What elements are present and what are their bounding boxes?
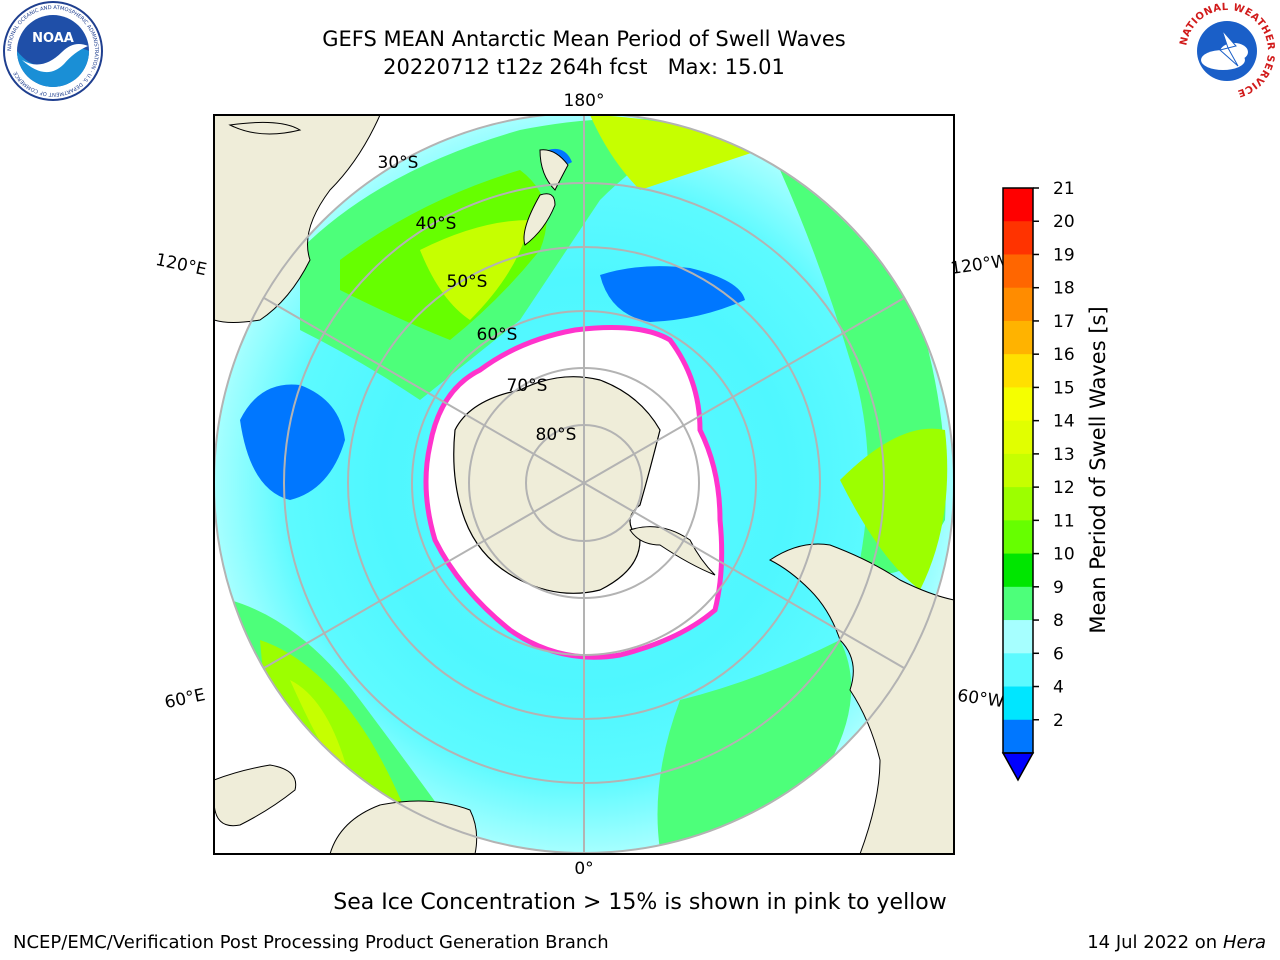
colorbar-tick-label: 15	[1053, 378, 1075, 398]
colorbar-tick-label: 20	[1053, 212, 1075, 232]
figure-title: GEFS MEAN Antarctic Mean Period of Swell…	[322, 27, 846, 51]
colorbar-swatch	[1003, 686, 1033, 721]
colorbar-extend-triangle	[1001, 752, 1035, 782]
lon-label-0: 0°	[574, 859, 593, 879]
map-frame	[213, 114, 955, 855]
lon-label-180: 180°	[564, 91, 605, 111]
colorbar-swatch	[1003, 320, 1033, 355]
colorbar-tick-label: 8	[1053, 611, 1064, 631]
colorbar-tick-label: 19	[1053, 245, 1075, 265]
colorbar-tick-label: 10	[1053, 545, 1075, 565]
landmasses	[214, 115, 954, 854]
lon-label-120e: 120°E	[154, 250, 209, 280]
colorbar-tick-label: 6	[1053, 644, 1064, 664]
colorbar-tick-label: 17	[1053, 312, 1075, 332]
footer-machine: Hera	[1222, 932, 1266, 953]
colorbar-swatch	[1003, 553, 1033, 588]
colorbar-frame	[1002, 187, 1034, 754]
noaa-logo: NATIONAL OCEANIC AND ATMOSPHERIC ADMINIS…	[3, 1, 103, 101]
colorbar-swatch	[1003, 487, 1033, 521]
nws-logo: NATIONAL WEATHER SERVICE	[1178, 2, 1276, 100]
colorbar-tick-label: 14	[1053, 412, 1075, 432]
colorbar-swatch	[1003, 420, 1033, 455]
colorbar-swatch	[1003, 287, 1033, 322]
colorbar-swatch	[1003, 221, 1033, 255]
colorbar-swatch	[1003, 387, 1033, 422]
lat-label-80s: 80°S	[536, 425, 577, 445]
colorbar-tick-label: 13	[1053, 445, 1075, 465]
colorbar-tick-label: 2	[1053, 711, 1064, 731]
colorbar-tick-label: 11	[1053, 511, 1075, 531]
lat-label-70s: 70°S	[507, 376, 548, 396]
lat-label-30s: 30°S	[378, 153, 419, 173]
colorbar-swatch	[1003, 254, 1033, 289]
lat-label-40s: 40°S	[416, 214, 457, 234]
colorbar-swatch	[1003, 586, 1033, 621]
lat-label-50s: 50°S	[447, 272, 488, 292]
colorbar-swatch	[1003, 354, 1033, 388]
footer-date-text: 14 Jul 2022 on	[1087, 932, 1223, 953]
colorbar-swatch	[1003, 653, 1033, 688]
figure-subtitle: 20220712 t12z 264h fcst Max: 15.01	[383, 55, 785, 79]
svg-text:NOAA: NOAA	[32, 31, 74, 46]
latitude-labels: 30°S 40°S 50°S 60°S 70°S 80°S	[378, 153, 577, 445]
footer-branch: NCEP/EMC/Verification Post Processing Pr…	[13, 932, 609, 953]
colorbar-swatch	[1003, 188, 1033, 222]
longitude-labels: 180° 0° 120°E 60°E 120°W 60°W	[154, 91, 1010, 879]
colorbar-swatch	[1003, 453, 1033, 488]
colorbar-tick-label: 12	[1053, 478, 1075, 498]
colorbar-tick-label: 21	[1053, 180, 1075, 199]
colorbar-tick-label: 18	[1053, 279, 1075, 299]
lat-label-60s: 60°S	[477, 325, 518, 345]
footer-date: 14 Jul 2022 on Hera	[1087, 932, 1266, 953]
sea-ice-note: Sea Ice Concentration > 15% is shown in …	[333, 890, 947, 915]
colorbar-tick-label: 9	[1053, 578, 1064, 598]
colorbar-swatch	[1003, 620, 1033, 654]
colorbar-swatch	[1003, 520, 1033, 555]
lon-label-60e: 60°E	[163, 685, 207, 713]
colorbar-swatch	[1003, 719, 1033, 754]
colorbar: 21 20 19 18 17 16 15 14 13 12 11 10 9 8 6 4 2	[1001, 180, 1075, 782]
colorbar-tick-label: 4	[1053, 678, 1064, 698]
colorbar-tick-label: 16	[1053, 345, 1075, 365]
